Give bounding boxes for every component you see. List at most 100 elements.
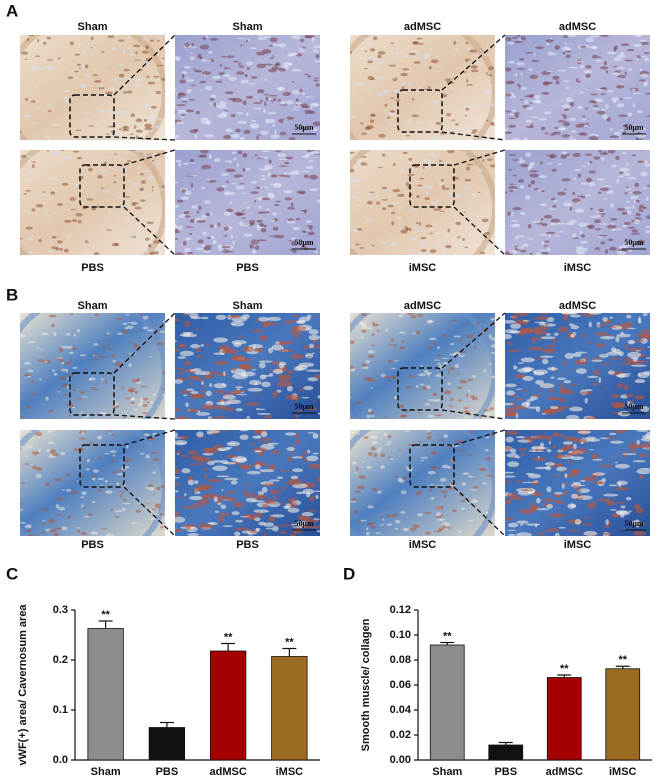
texture — [230, 321, 245, 327]
texture — [616, 250, 627, 255]
texture — [517, 160, 526, 164]
texture — [229, 201, 233, 205]
texture — [201, 404, 215, 410]
texture — [76, 156, 82, 160]
texture — [144, 126, 152, 131]
texture — [628, 445, 634, 450]
texture — [277, 524, 292, 527]
texture — [443, 494, 446, 499]
texture — [400, 490, 407, 495]
texture — [623, 243, 627, 247]
texture — [585, 73, 591, 78]
texture — [351, 431, 356, 434]
texture — [390, 237, 398, 239]
texture — [66, 377, 73, 380]
texture — [256, 407, 259, 410]
texture — [574, 168, 582, 171]
texture — [291, 170, 300, 176]
texture — [433, 530, 437, 533]
texture — [469, 49, 478, 53]
texture — [125, 151, 129, 155]
zoom-label: iMSC — [564, 539, 592, 551]
texture — [579, 240, 588, 244]
texture — [361, 132, 367, 135]
texture — [25, 210, 30, 212]
texture — [579, 230, 583, 235]
texture — [580, 391, 592, 395]
texture — [110, 508, 114, 511]
texture — [296, 217, 301, 221]
texture — [514, 455, 521, 459]
texture — [200, 344, 204, 347]
texture — [151, 159, 155, 162]
connector — [453, 429, 506, 446]
texture — [355, 243, 360, 246]
texture — [645, 92, 650, 95]
texture — [128, 134, 135, 138]
texture — [508, 395, 518, 397]
texture — [640, 406, 650, 412]
texture — [488, 66, 495, 71]
texture — [467, 59, 470, 63]
texture — [112, 454, 116, 457]
texture — [106, 110, 115, 114]
texture — [145, 237, 150, 241]
connector — [113, 312, 176, 374]
texture — [265, 208, 270, 211]
texture — [129, 52, 137, 57]
texture — [258, 453, 264, 457]
texture — [441, 93, 448, 98]
texture — [217, 502, 222, 506]
texture — [179, 79, 186, 84]
texture — [636, 468, 650, 475]
texture — [522, 105, 526, 107]
texture — [424, 197, 430, 201]
texture — [620, 313, 631, 315]
texture — [183, 65, 191, 69]
texture — [516, 245, 524, 250]
texture — [614, 70, 622, 74]
texture — [596, 178, 605, 181]
texture — [261, 174, 266, 177]
texture — [218, 516, 225, 523]
texture — [272, 43, 282, 47]
texture — [303, 73, 309, 75]
texture — [436, 515, 442, 519]
texture — [176, 442, 186, 445]
texture — [257, 35, 264, 37]
texture — [206, 59, 212, 63]
x-tick-label: adMSC — [209, 766, 246, 778]
texture — [427, 470, 436, 475]
texture — [414, 230, 423, 232]
texture — [301, 127, 307, 130]
texture — [140, 172, 144, 176]
texture — [161, 55, 165, 58]
texture — [522, 437, 537, 441]
texture — [430, 201, 439, 204]
texture — [87, 167, 93, 172]
texture — [284, 197, 292, 201]
zoom-box — [69, 94, 115, 138]
bar — [546, 677, 582, 761]
panel-letter: B — [6, 285, 18, 304]
texture — [580, 165, 588, 167]
texture — [544, 462, 556, 466]
texture — [380, 373, 386, 378]
texture — [485, 474, 494, 477]
texture — [482, 369, 487, 372]
texture — [434, 398, 441, 402]
texture — [197, 239, 204, 244]
texture — [576, 251, 586, 255]
texture — [152, 393, 157, 396]
texture — [624, 59, 634, 62]
texture — [387, 122, 393, 126]
texture — [524, 95, 532, 98]
texture — [583, 476, 596, 482]
texture — [515, 388, 523, 390]
y-tick-label: 0.02 — [390, 729, 411, 741]
texture — [146, 75, 150, 78]
texture — [196, 347, 202, 352]
texture — [46, 150, 50, 152]
texture — [561, 104, 572, 109]
texture — [355, 204, 362, 207]
